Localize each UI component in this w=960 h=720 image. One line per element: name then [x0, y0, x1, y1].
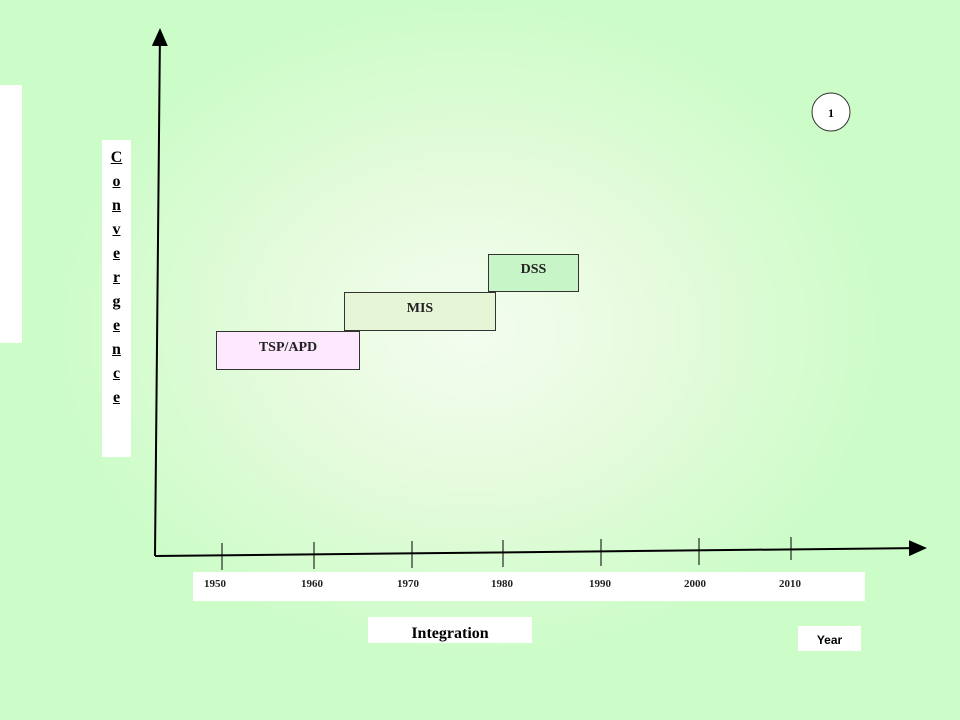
year-label: 1980: [491, 578, 513, 590]
y-label-box: Convergence: [102, 140, 131, 457]
year-label: 1960: [301, 578, 323, 590]
y-axis: [151, 28, 168, 557]
year-label: 1970: [397, 578, 419, 590]
year-label: 1950: [204, 578, 226, 590]
box: TSP/APD: [216, 331, 360, 370]
x-axis: [154, 540, 927, 557]
slide-number: 1: [828, 106, 834, 120]
side-strip: [0, 85, 22, 343]
year-strip: [193, 572, 865, 601]
slide-number-circle: [811, 92, 851, 132]
year-label: 1990: [589, 578, 611, 590]
year-label: 2000: [684, 578, 706, 590]
year-label: 2010: [779, 578, 801, 590]
unit-label: Year: [798, 626, 861, 651]
box: DSS: [488, 254, 579, 292]
y-axis-label: Convergence: [110, 149, 123, 406]
box: MIS: [344, 292, 496, 331]
ticks: [221, 537, 792, 570]
x-axis-label: Integration: [368, 617, 532, 643]
